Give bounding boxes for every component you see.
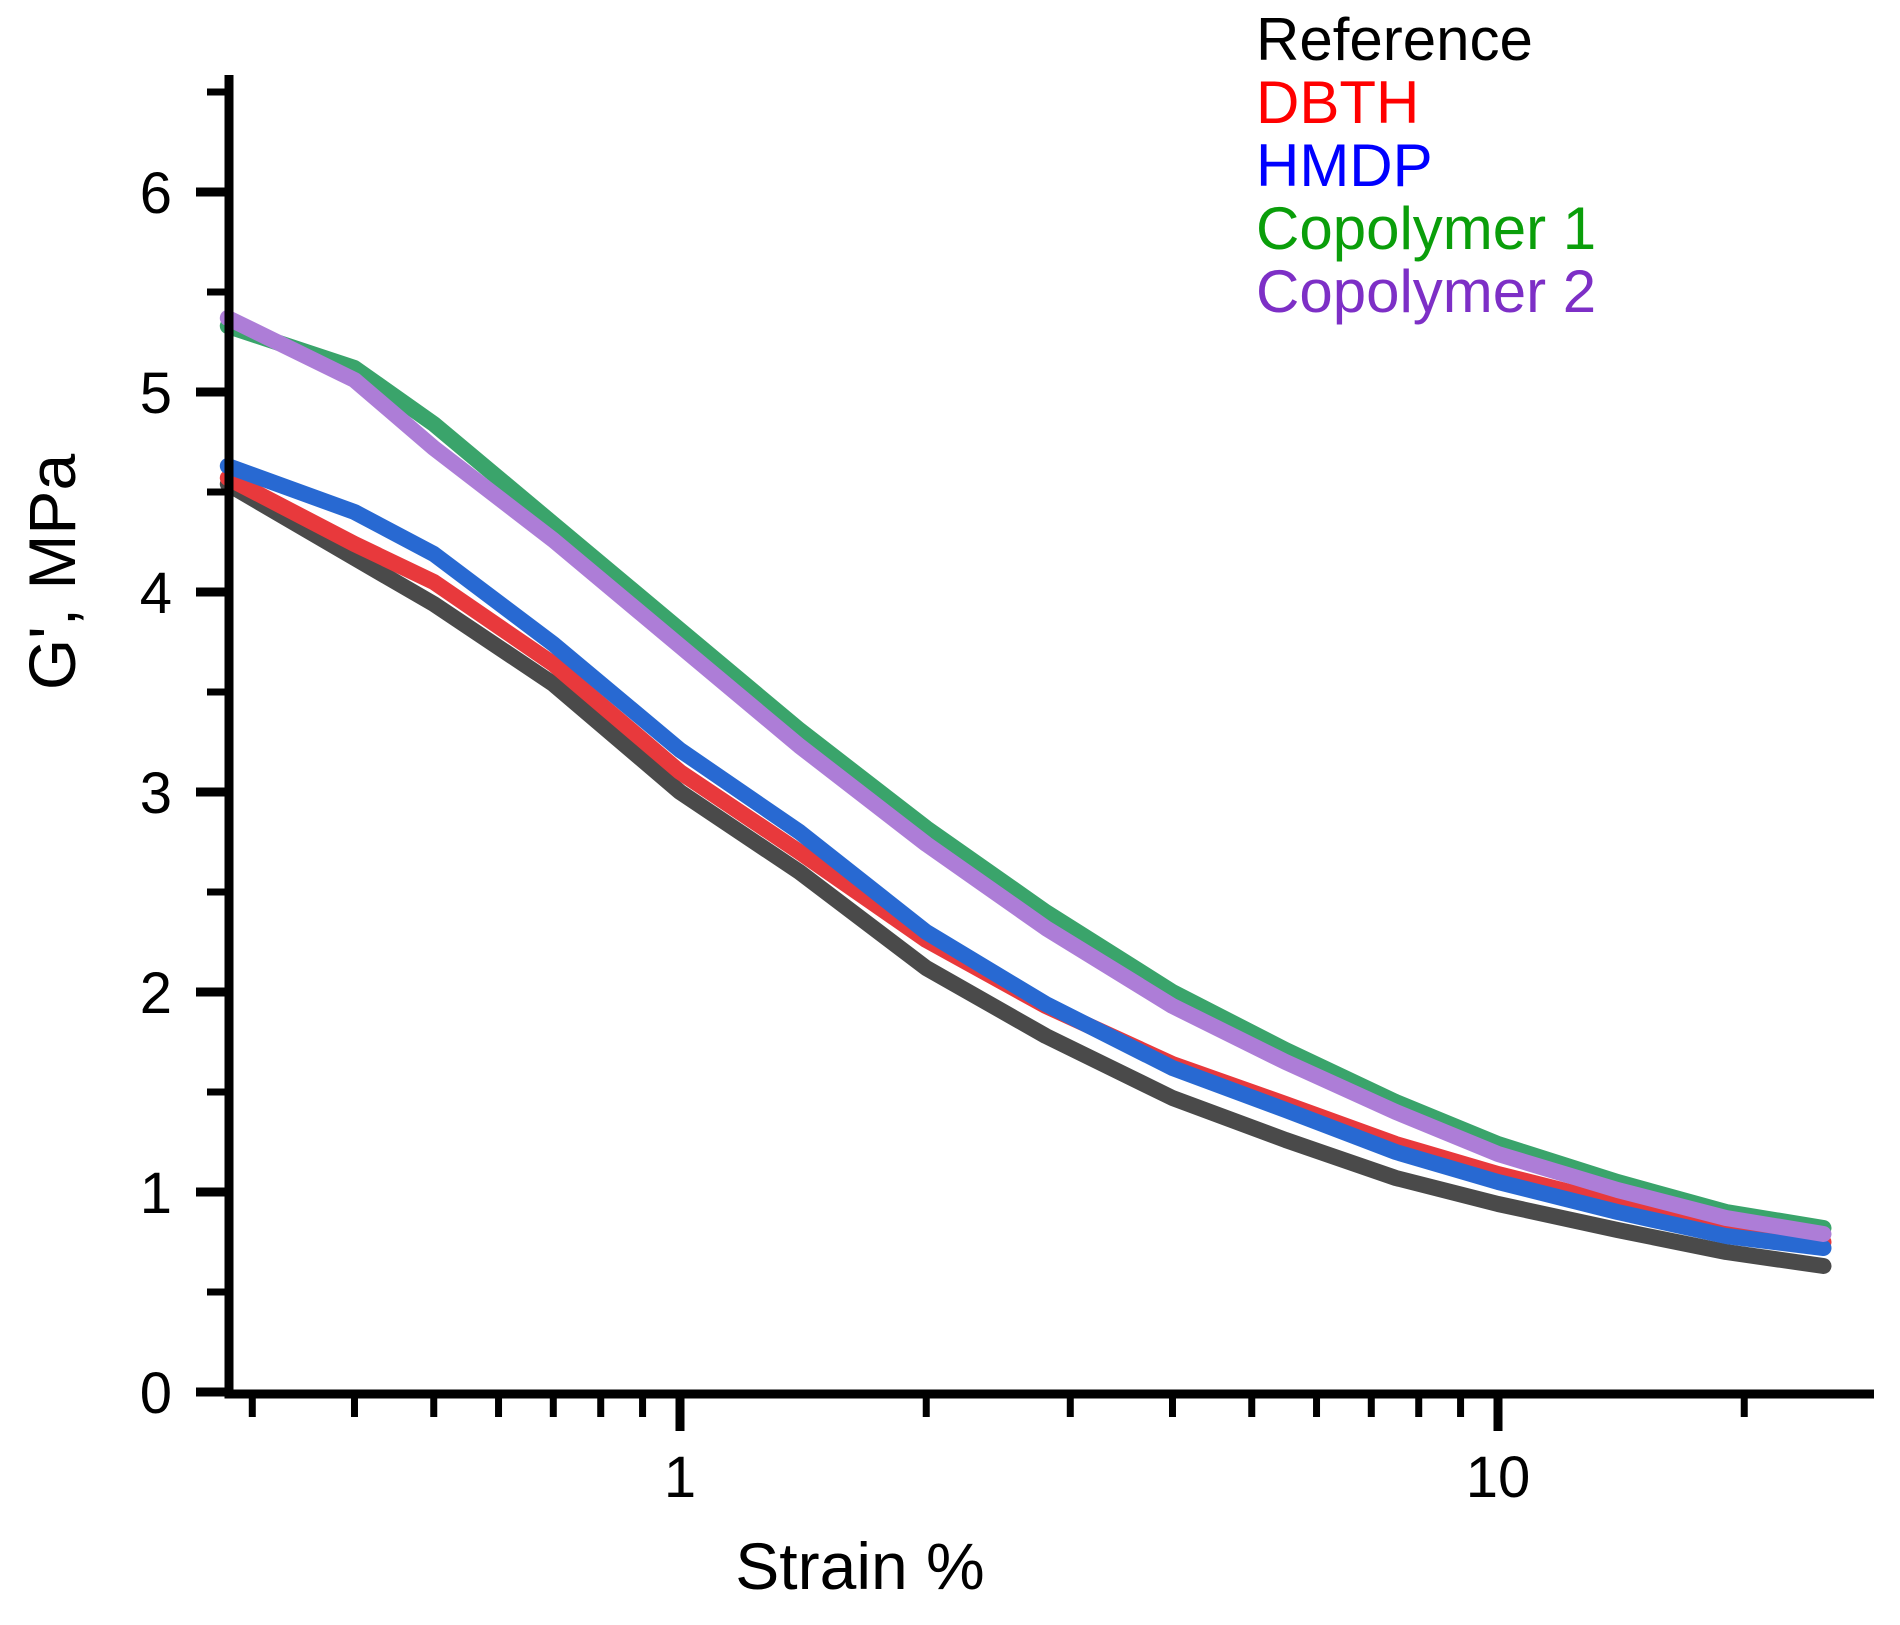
axes: [224, 75, 1874, 1399]
legend-item-copolymer-1: Copolymer 1: [1256, 195, 1597, 262]
x-axis-title: Strain %: [735, 1529, 985, 1603]
y-tick-label: 1: [140, 1161, 172, 1226]
y-tick-label: 5: [140, 361, 172, 426]
axis-ticks: [196, 88, 1748, 1431]
y-tick-label: 0: [140, 1361, 172, 1426]
x-tick-label: 10: [1466, 1445, 1531, 1510]
y-tick-label: 6: [140, 161, 172, 226]
legend-item-copolymer-2: Copolymer 2: [1256, 258, 1597, 325]
y-tick-label: 3: [140, 761, 172, 826]
y-tick-label: 2: [140, 961, 172, 1026]
y-axis-title: G', MPa: [15, 453, 89, 691]
series-line-dbth: [219, 470, 1832, 1250]
legend-item-dbth: DBTH: [1256, 69, 1420, 136]
series-line-copolymer-2: [219, 310, 1832, 1242]
series-line-reference: [219, 476, 1832, 1274]
x-tick-label: 1: [664, 1445, 696, 1510]
series-line-hmdp: [219, 458, 1832, 1256]
series-line-copolymer-1: [219, 318, 1832, 1236]
legend-item-reference: Reference: [1256, 6, 1533, 73]
legend: Reference DBTH HMDP Copolymer 1 Copolymer 2: [1256, 8, 1596, 323]
y-tick-label: 4: [140, 561, 172, 626]
series-curves: [219, 310, 1832, 1274]
legend-item-hmdp: HMDP: [1256, 132, 1433, 199]
tick-labels: 0 1 2 3 4 5 6 1 10: [140, 161, 1531, 1510]
